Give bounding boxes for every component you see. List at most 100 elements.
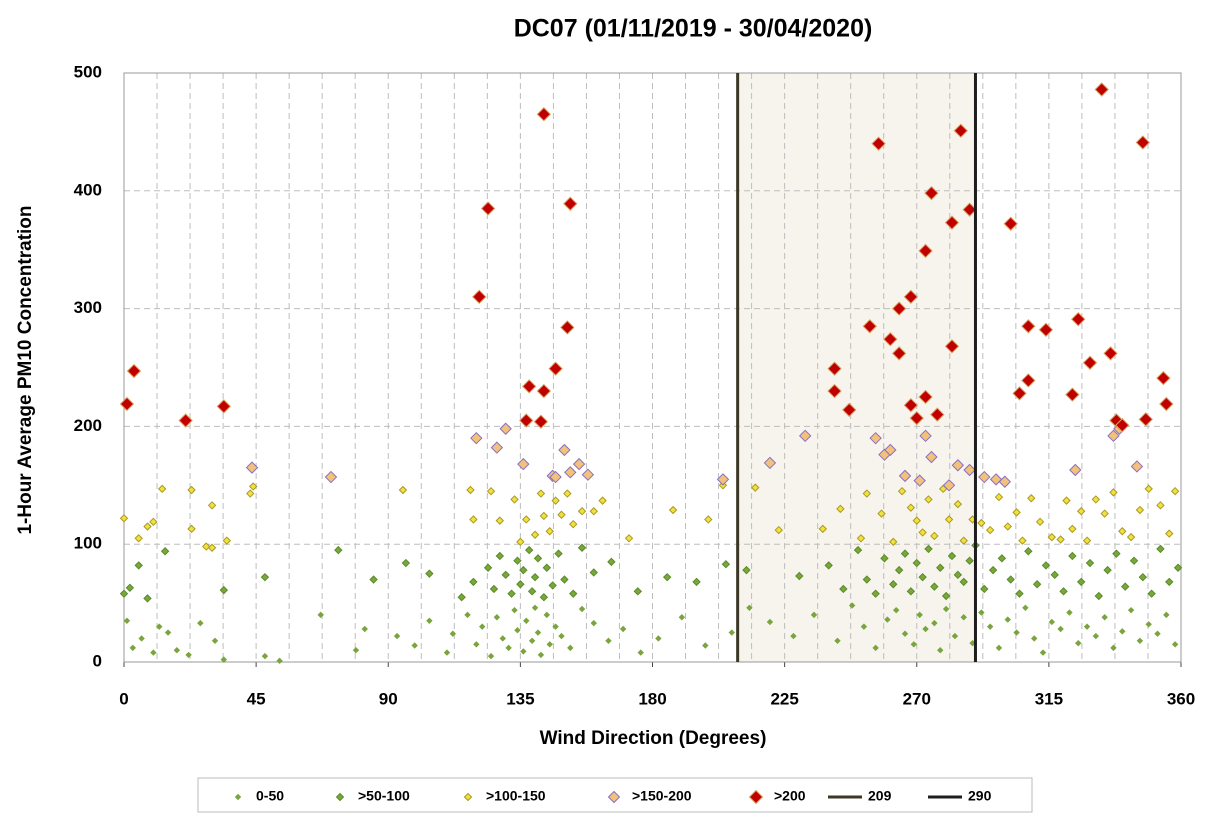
point [490, 441, 504, 454]
point [986, 623, 994, 630]
point [619, 625, 627, 633]
point [334, 545, 343, 555]
point [119, 514, 129, 523]
point [126, 363, 142, 379]
point [1066, 609, 1073, 616]
point [1103, 565, 1112, 575]
point [1126, 532, 1136, 542]
point [361, 625, 368, 633]
point [125, 583, 135, 592]
point [1156, 501, 1165, 510]
y-axis-label: 1-Hour Average PM10 Concentration [15, 205, 36, 534]
point [871, 589, 880, 598]
point [746, 604, 753, 612]
point [728, 629, 735, 636]
point [1012, 508, 1021, 517]
point [716, 473, 730, 486]
x-tick-label: 315 [1035, 689, 1063, 708]
point [1012, 386, 1027, 401]
point [134, 561, 143, 570]
point [924, 185, 939, 201]
point [536, 383, 552, 399]
point [464, 611, 471, 619]
point [906, 587, 916, 596]
point [853, 545, 863, 555]
point [894, 565, 904, 575]
point [520, 648, 527, 655]
point [951, 459, 965, 472]
point [589, 568, 598, 577]
point [216, 399, 232, 414]
point [393, 632, 401, 640]
point [668, 505, 678, 515]
point [469, 515, 478, 524]
point [143, 594, 152, 603]
point [1100, 509, 1109, 518]
point [563, 196, 578, 211]
point [892, 606, 900, 614]
point [457, 593, 466, 602]
point [912, 516, 921, 525]
legend-marker [463, 792, 473, 802]
legend-label: >50-100 [358, 788, 410, 804]
point [564, 466, 577, 479]
point [1112, 549, 1121, 558]
point [531, 604, 539, 612]
point [537, 651, 545, 659]
point [751, 483, 760, 492]
point [567, 644, 574, 652]
point [149, 517, 158, 527]
point [790, 632, 797, 640]
point [978, 609, 985, 616]
point [942, 479, 956, 492]
point [466, 485, 475, 495]
point [998, 475, 1012, 488]
point [1101, 614, 1108, 621]
point [977, 518, 986, 528]
point [1127, 606, 1135, 614]
point [1068, 524, 1077, 534]
point [871, 136, 886, 151]
point [1039, 649, 1047, 656]
point [862, 575, 872, 584]
point [1082, 355, 1098, 370]
point [963, 463, 976, 477]
point [931, 619, 938, 627]
point [1145, 621, 1152, 628]
point [449, 630, 457, 637]
point [918, 243, 933, 259]
point [507, 589, 516, 598]
point [563, 489, 572, 498]
point [530, 572, 540, 582]
point [951, 632, 959, 640]
point [877, 509, 886, 518]
point [486, 486, 496, 496]
point [1003, 522, 1012, 531]
point [1076, 507, 1086, 516]
point [1065, 387, 1080, 402]
point [521, 379, 537, 394]
point [962, 202, 977, 217]
point [906, 503, 916, 512]
point [774, 525, 783, 535]
point [1092, 632, 1100, 640]
point [1163, 611, 1170, 619]
point [123, 617, 131, 624]
point [480, 201, 496, 216]
point [1048, 618, 1056, 626]
point [898, 469, 912, 483]
point [202, 542, 211, 551]
y-tick-label: 300 [74, 298, 102, 317]
point [543, 611, 551, 619]
point [827, 361, 842, 376]
point [516, 537, 525, 547]
point [953, 499, 963, 509]
point [1030, 635, 1038, 642]
point [569, 589, 578, 598]
point [426, 617, 433, 624]
point [655, 635, 662, 642]
point [522, 515, 531, 524]
point [1021, 373, 1036, 388]
point [1171, 641, 1179, 648]
point [119, 396, 135, 412]
